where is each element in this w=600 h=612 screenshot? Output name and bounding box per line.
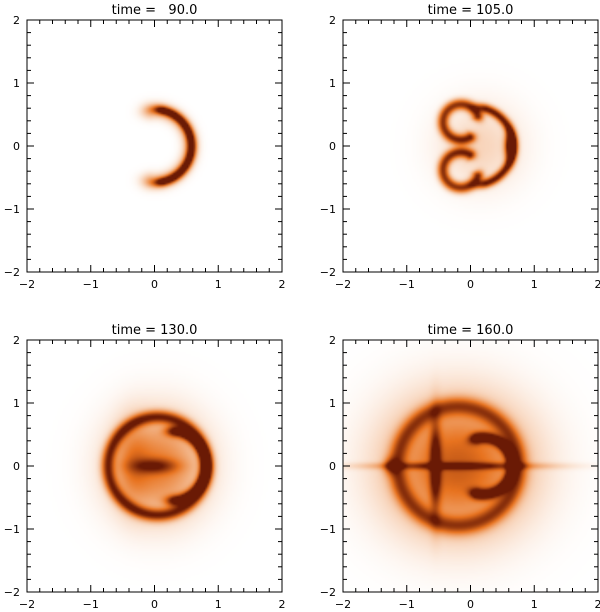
panels: −2 −1 0 1 2 −2 −1 0 1 2 time = 90.0 −2 −1 0 1 2 −2 −1 0 1 2 t…: [4, 3, 600, 611]
y-tick-label: −2: [320, 266, 336, 279]
heatmap-image: [27, 20, 282, 272]
panel-1: −2 −1 0 1 2 −2 −1 0 1 2 time = 90.0: [4, 3, 286, 291]
x-tick-label: 1: [215, 598, 222, 611]
y-tick-label: 2: [329, 334, 336, 347]
y-tick-label: 1: [329, 77, 336, 90]
x-tick-label: 0: [151, 278, 158, 291]
x-tick-label: −2: [19, 598, 35, 611]
y-tick-label: 0: [329, 140, 336, 153]
x-tick-label: −1: [399, 598, 415, 611]
panel-2: −2 −1 0 1 2 −2 −1 0 1 2 time = 105.0: [320, 3, 600, 291]
y-tick-label: −1: [320, 203, 336, 216]
y-tick-label: −1: [4, 203, 20, 216]
y-tick-label: −2: [4, 266, 20, 279]
panel-3: −2 −1 0 1 2 −2 −1 0 1 2 time = 130.0: [4, 323, 286, 611]
y-tick-label: 1: [329, 397, 336, 410]
x-tick-label: 0: [467, 598, 474, 611]
panel-title: time = 130.0: [112, 323, 198, 338]
y-tick-label: 0: [13, 460, 20, 473]
y-tick-label: −1: [4, 523, 20, 536]
x-tick-label: 2: [279, 278, 286, 291]
x-tick-label: 0: [151, 598, 158, 611]
panel-title: time = 90.0: [112, 3, 198, 18]
x-tick-label: −2: [19, 278, 35, 291]
x-tick-label: −1: [399, 278, 415, 291]
heatmap-image: [27, 340, 282, 592]
x-tick-label: 2: [595, 598, 600, 611]
y-tick-label: −2: [4, 586, 20, 599]
y-tick-label: 0: [13, 140, 20, 153]
x-tick-label: −1: [83, 278, 99, 291]
x-tick-label: 2: [279, 598, 286, 611]
y-tick-label: −1: [320, 523, 336, 536]
y-tick-label: 2: [13, 14, 20, 27]
x-tick-label: 1: [531, 598, 538, 611]
y-tick-label: 2: [329, 14, 336, 27]
y-tick-label: 2: [13, 334, 20, 347]
x-tick-label: −2: [335, 598, 351, 611]
x-tick-label: −1: [83, 598, 99, 611]
y-tick-label: 1: [13, 397, 20, 410]
x-tick-label: 2: [595, 278, 600, 291]
x-tick-label: 1: [531, 278, 538, 291]
y-tick-label: −2: [320, 586, 336, 599]
heatmap-image: [343, 20, 598, 272]
x-tick-label: 1: [215, 278, 222, 291]
panel-title: time = 160.0: [428, 323, 514, 338]
x-tick-label: 0: [467, 278, 474, 291]
x-tick-label: −2: [335, 278, 351, 291]
panel-4: −2 −1 0 1 2 −2 −1 0 1 2 time = 160.0: [320, 323, 600, 611]
panel-title: time = 105.0: [428, 3, 514, 18]
y-tick-label: 1: [13, 77, 20, 90]
heatmap-image: [343, 340, 598, 592]
y-tick-label: 0: [329, 460, 336, 473]
